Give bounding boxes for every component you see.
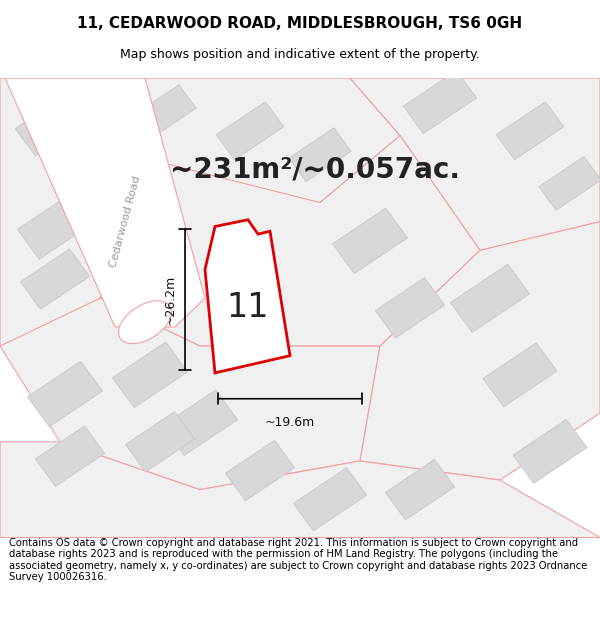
Polygon shape bbox=[385, 459, 455, 520]
Polygon shape bbox=[539, 156, 600, 210]
Polygon shape bbox=[226, 441, 295, 501]
Polygon shape bbox=[293, 468, 367, 531]
Polygon shape bbox=[35, 426, 104, 486]
Polygon shape bbox=[16, 96, 85, 156]
Polygon shape bbox=[0, 78, 140, 346]
Polygon shape bbox=[5, 78, 205, 327]
Polygon shape bbox=[403, 71, 476, 134]
Polygon shape bbox=[376, 278, 445, 338]
Polygon shape bbox=[20, 249, 89, 309]
Polygon shape bbox=[289, 128, 351, 181]
Text: 11: 11 bbox=[227, 291, 269, 324]
Polygon shape bbox=[112, 342, 188, 408]
Polygon shape bbox=[513, 419, 587, 483]
Polygon shape bbox=[0, 442, 600, 538]
Text: ~231m²/~0.057ac.: ~231m²/~0.057ac. bbox=[170, 155, 460, 183]
Polygon shape bbox=[80, 78, 400, 202]
Polygon shape bbox=[163, 390, 238, 456]
Text: 11, CEDARWOOD ROAD, MIDDLESBROUGH, TS6 0GH: 11, CEDARWOOD ROAD, MIDDLESBROUGH, TS6 0… bbox=[77, 16, 523, 31]
Polygon shape bbox=[28, 361, 103, 427]
Polygon shape bbox=[125, 412, 194, 472]
Text: Cedarwood Road: Cedarwood Road bbox=[108, 175, 142, 269]
Text: Map shows position and indicative extent of the property.: Map shows position and indicative extent… bbox=[120, 48, 480, 61]
Text: ~26.2m: ~26.2m bbox=[164, 274, 177, 325]
Ellipse shape bbox=[118, 301, 172, 344]
Text: ~19.6m: ~19.6m bbox=[265, 416, 315, 429]
Polygon shape bbox=[483, 343, 557, 407]
Polygon shape bbox=[496, 102, 564, 160]
Polygon shape bbox=[451, 264, 530, 332]
Polygon shape bbox=[134, 85, 196, 139]
Polygon shape bbox=[216, 102, 284, 160]
Polygon shape bbox=[17, 194, 92, 259]
Polygon shape bbox=[205, 220, 290, 373]
Polygon shape bbox=[100, 136, 480, 346]
Text: Contains OS data © Crown copyright and database right 2021. This information is : Contains OS data © Crown copyright and d… bbox=[9, 538, 587, 582]
Polygon shape bbox=[0, 298, 380, 489]
Polygon shape bbox=[360, 222, 600, 480]
Polygon shape bbox=[350, 78, 600, 251]
Polygon shape bbox=[332, 208, 407, 274]
